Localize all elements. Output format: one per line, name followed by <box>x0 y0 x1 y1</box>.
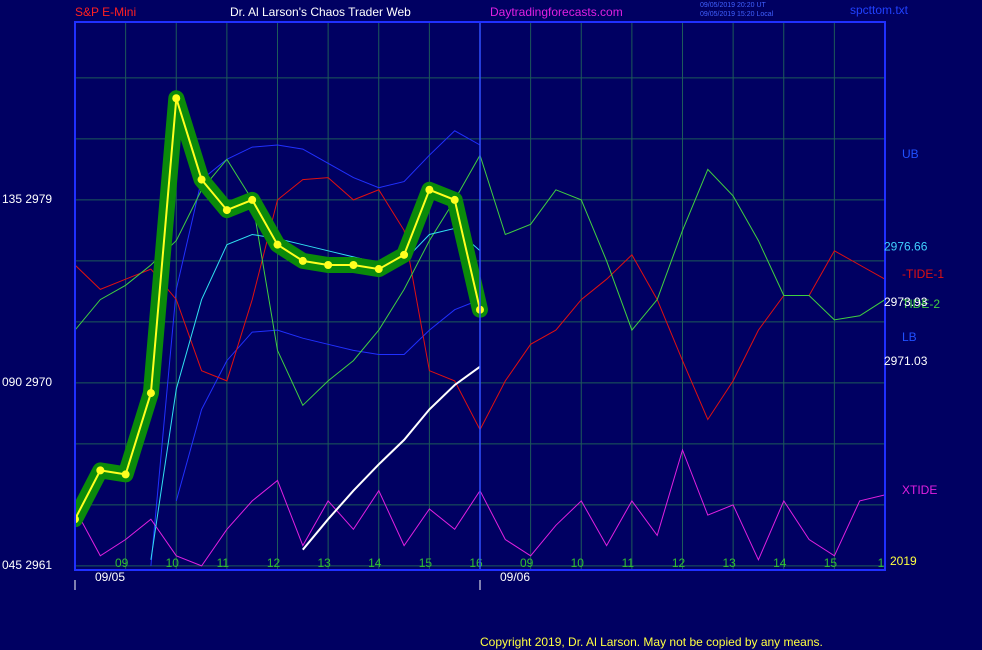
last-value-label: 2971.03 <box>884 354 928 368</box>
price-point <box>172 94 181 103</box>
year-label: 2019 <box>890 554 917 568</box>
date-label: 09/05 <box>95 570 125 584</box>
x-tick-label: 15 <box>824 556 838 570</box>
x-tick-label: 10 <box>571 556 585 570</box>
price-point <box>400 250 409 259</box>
price-point <box>374 265 383 274</box>
x-tick-label: 11 <box>217 556 230 570</box>
site-name: Daytradingforecasts.com <box>490 5 623 19</box>
series-line <box>175 299 481 502</box>
price-point <box>273 240 282 249</box>
chart-subtitle: Dr. Al Larson's Chaos Trader Web <box>230 5 411 19</box>
x-tick-label: 14 <box>368 556 382 570</box>
x-tick-label: 09 <box>520 556 534 570</box>
series-label: -TIDE-1 <box>902 267 944 281</box>
price-point <box>121 470 130 479</box>
series-label: UB <box>902 147 919 161</box>
last-value-label: 2973.93 <box>884 295 928 309</box>
last-value-label: 2976.66 <box>884 240 928 254</box>
x-tick-label: 14 <box>773 556 787 570</box>
x-tick-label: 11 <box>622 556 635 570</box>
price-point <box>425 185 434 194</box>
file-name: spcttom.txt <box>850 3 909 17</box>
price-point <box>324 260 333 269</box>
y-tick-label: 135 2979 <box>2 192 52 206</box>
price-point <box>96 466 105 475</box>
series-line <box>150 227 481 560</box>
x-tick-label: 12 <box>672 556 686 570</box>
price-point <box>248 195 257 204</box>
x-tick-label: 1 <box>878 556 885 570</box>
price-point <box>197 175 206 184</box>
x-tick-label: 13 <box>722 556 736 570</box>
plot-frame <box>74 21 886 571</box>
timestamp: 09/05/2019 20:20 UT <box>700 2 766 9</box>
chart-title: S&P E-Mini <box>75 5 136 19</box>
price-point <box>349 260 358 269</box>
series-label: LB <box>902 330 917 344</box>
series-line <box>302 365 481 551</box>
y-tick-label: 090 2970 <box>2 375 52 389</box>
price-point <box>298 256 307 265</box>
copyright: Copyright 2019, Dr. Al Larson. May not b… <box>480 635 823 649</box>
x-tick-label: 10 <box>166 556 180 570</box>
series-label: XTIDE <box>902 483 937 497</box>
x-tick-label: 15 <box>419 556 433 570</box>
x-tick-label: 12 <box>267 556 281 570</box>
y-tick-label: 045 2961 <box>2 558 52 572</box>
timestamp: 09/05/2019 15:20 Local <box>700 11 774 18</box>
x-tick-label: 09 <box>115 556 129 570</box>
x-tick-label: 16 <box>469 556 483 570</box>
series-label: TIDE-2 <box>902 297 940 311</box>
price-point <box>222 206 231 215</box>
date-label: 09/06 <box>500 570 530 584</box>
price-point <box>146 389 155 398</box>
x-tick-label: 13 <box>317 556 331 570</box>
price-point <box>450 195 459 204</box>
